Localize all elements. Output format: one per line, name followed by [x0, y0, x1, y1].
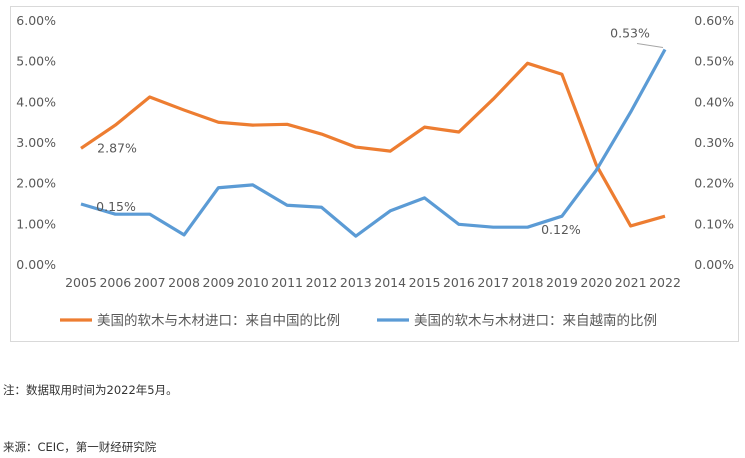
- left-axis-tick: 4.00%: [16, 94, 56, 109]
- x-axis-tick: 2010: [237, 275, 269, 290]
- left-axis-tick: 2.00%: [16, 176, 56, 191]
- x-axis-tick: 2007: [134, 275, 166, 290]
- left-axis-tick: 5.00%: [16, 54, 56, 69]
- x-axis-tick: 2006: [99, 275, 131, 290]
- x-axis-tick: 2018: [512, 275, 544, 290]
- x-axis-tick: 2021: [615, 275, 647, 290]
- x-axis-tick: 2009: [203, 275, 235, 290]
- chart-container: [10, 6, 739, 342]
- x-axis-tick: 2014: [374, 275, 406, 290]
- legend-label-china: 美国的软木与木材进口：来自中国的比例: [97, 313, 340, 329]
- x-axis-tick: 2017: [477, 275, 509, 290]
- series-line-vietnam: [80, 48, 667, 238]
- right-axis-tick: 0.50%: [694, 54, 734, 69]
- x-axis-tick: 2008: [168, 275, 200, 290]
- data-label: 0.15%: [96, 199, 136, 214]
- x-axis-tick: 2019: [546, 275, 578, 290]
- line-chart: 0.00% 1.00% 2.00% 3.00% 4.00% 5.00% 6.00% 0.00%…: [16, 13, 734, 329]
- right-axis-tick: 0.10%: [694, 216, 734, 231]
- chart-note: 注：数据取用时间为2022年5月。: [3, 383, 178, 397]
- right-axis-tick: 0.40%: [694, 94, 734, 109]
- x-axis-tick: 2015: [409, 275, 441, 290]
- x-axis-tick: 2022: [649, 275, 681, 290]
- x-axis-tick: 2013: [340, 275, 372, 290]
- x-axis-tick: 2011: [271, 275, 303, 290]
- right-axis-tick: 0.00%: [694, 257, 734, 272]
- left-axis-tick: 0.00%: [16, 257, 56, 272]
- x-axis-tick: 2012: [306, 275, 338, 290]
- data-label: 2.87%: [97, 140, 137, 155]
- series-line-china: [80, 61, 666, 228]
- legend-label-vietnam: 美国的软木与木材进口：来自越南的比例: [414, 313, 657, 329]
- left-axis-tick: 6.00%: [16, 13, 56, 28]
- x-axis-tick: 2005: [65, 275, 97, 290]
- left-axis-tick: 1.00%: [16, 216, 56, 231]
- right-axis-tick: 0.30%: [694, 135, 734, 150]
- right-axis-tick: 0.60%: [694, 13, 734, 28]
- data-label: 0.53%: [610, 25, 650, 40]
- data-label: 0.12%: [541, 222, 581, 237]
- x-axis-tick: 2016: [443, 275, 475, 290]
- annotation-leader-line: [636, 42, 664, 48]
- right-axis-tick: 0.20%: [694, 176, 734, 191]
- x-axis-tick: 2020: [580, 275, 612, 290]
- chart-source: 来源：CEIC，第一财经研究院: [3, 440, 157, 454]
- left-axis-tick: 3.00%: [16, 135, 56, 150]
